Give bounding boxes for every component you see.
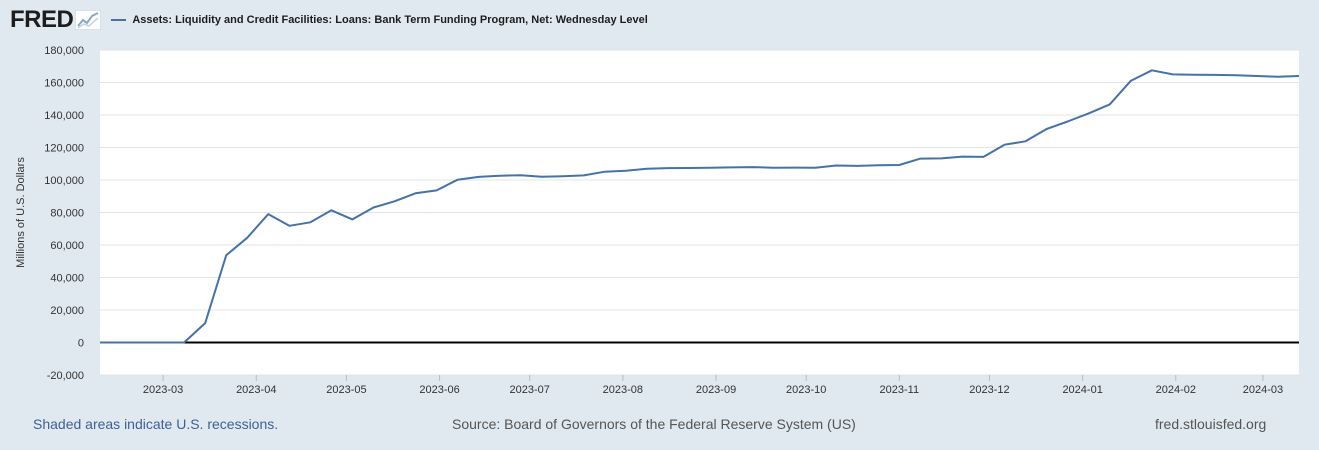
x-tick-label: 2024-03 — [1243, 384, 1283, 396]
x-tick-label: 2023-10 — [786, 384, 826, 396]
y-tick-label: 100,000 — [44, 175, 84, 187]
x-tick-label: 2023-05 — [326, 384, 366, 396]
y-tick-label: 120,000 — [44, 143, 84, 155]
legend-swatch — [111, 19, 127, 21]
x-tick-label: 2024-01 — [1062, 384, 1102, 396]
source-text: Source: Board of Governors of the Federa… — [452, 416, 856, 432]
y-tick-label: 60,000 — [50, 240, 84, 252]
x-tick-label: 2023-03 — [143, 384, 183, 396]
y-tick-label: 40,000 — [50, 273, 84, 285]
y-tick-label: 0 — [78, 338, 84, 350]
y-tick-label: 80,000 — [50, 208, 84, 220]
y-tick-label: 180,000 — [44, 45, 84, 57]
x-tick-label: 2023-09 — [696, 384, 736, 396]
y-tick-label: 140,000 — [44, 110, 84, 122]
series-line — [100, 69, 1300, 344]
y-tick-label: 160,000 — [44, 78, 84, 90]
recession-note-link[interactable]: Shaded areas indicate U.S. recessions. — [33, 416, 279, 432]
y-tick-label: 20,000 — [50, 305, 84, 317]
x-tick-label: 2024-02 — [1156, 384, 1196, 396]
legend[interactable]: Assets: Liquidity and Credit Facilities:… — [111, 14, 648, 26]
fred-logo[interactable]: FRED — [10, 6, 74, 33]
y-tick-label: -20,000 — [47, 370, 84, 382]
x-tick-label: 2023-07 — [510, 384, 550, 396]
x-tick-label: 2023-04 — [236, 384, 276, 396]
chart-header: FRED Assets: Liquidity and Credit Facili… — [10, 6, 648, 34]
chart-line-icon — [75, 10, 102, 30]
x-tick-label: 2023-08 — [603, 384, 643, 396]
x-tick-label: 2023-12 — [969, 384, 1009, 396]
x-tick-label: 2023-06 — [419, 384, 459, 396]
y-axis-label: Millions of U.S. Dollars — [15, 157, 27, 268]
line-chart: -20,000 0 20,000 40,000 60,000 80,000 100,000 1… — [15, 45, 1300, 396]
x-tick-label: 2023-11 — [880, 384, 920, 396]
legend-label: Assets: Liquidity and Credit Facilities:… — [132, 14, 648, 26]
site-text: fred.stlouisfed.org — [1155, 416, 1267, 432]
